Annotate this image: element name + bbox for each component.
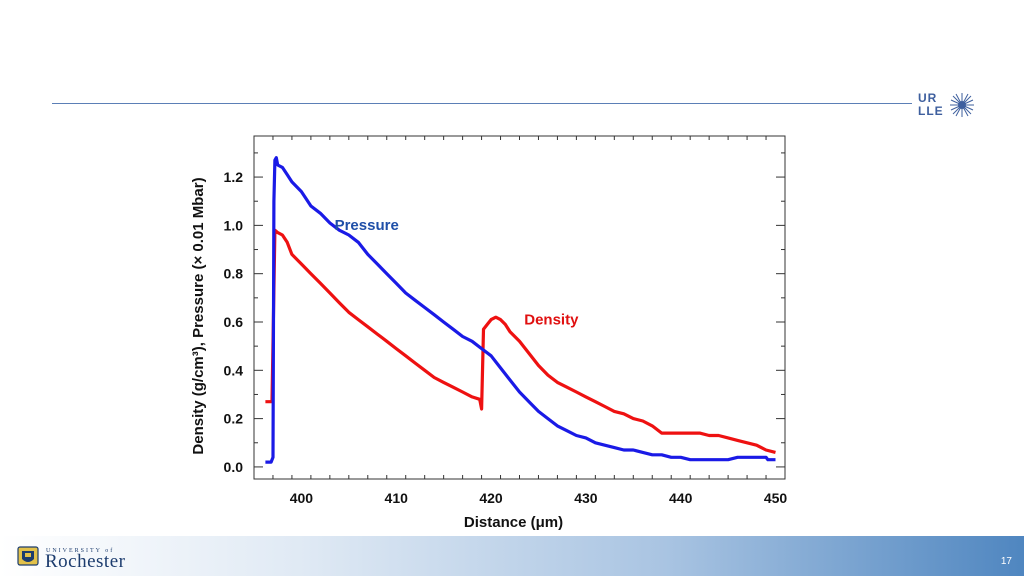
y-tick-label: 0.6 bbox=[224, 314, 244, 330]
x-tick-label: 420 bbox=[479, 490, 503, 506]
x-tick-label: 450 bbox=[764, 490, 788, 506]
university-label: UNIVERSITY of bbox=[46, 548, 115, 554]
y-tick-label: 0.8 bbox=[224, 266, 244, 282]
y-tick-label: 1.2 bbox=[224, 169, 244, 185]
page-number: 17 bbox=[1000, 556, 1012, 567]
series-line-pressure bbox=[265, 156, 776, 464]
x-axis-label: Distance (μm) bbox=[464, 514, 563, 531]
y-axis-label: Density (g/cm³), Pressure (× 0.01 Mbar) bbox=[190, 177, 207, 454]
x-tick-label: 430 bbox=[574, 490, 598, 506]
x-tick-label: 410 bbox=[385, 490, 409, 506]
x-tick-label: 400 bbox=[290, 490, 314, 506]
logo-text-lle: LLE bbox=[918, 104, 944, 118]
y-tick-label: 0.2 bbox=[224, 411, 244, 427]
plot-frame bbox=[253, 135, 786, 480]
footer-bar bbox=[0, 536, 1024, 576]
y-tick-label: 0.4 bbox=[224, 362, 244, 378]
rochester-seal-icon bbox=[17, 546, 39, 566]
logo-text-ur: UR bbox=[918, 91, 938, 105]
starburst-icon bbox=[950, 93, 974, 117]
y-tick-label: 1.0 bbox=[224, 217, 244, 233]
x-tick-label: 440 bbox=[669, 490, 693, 506]
university-name: Rochester bbox=[45, 551, 126, 572]
y-tick-label: 0.0 bbox=[224, 459, 244, 475]
header-rule bbox=[52, 103, 912, 104]
series-line-density bbox=[265, 228, 776, 454]
series-label-pressure: Pressure bbox=[335, 217, 399, 234]
series-label-density: Density bbox=[524, 311, 579, 328]
